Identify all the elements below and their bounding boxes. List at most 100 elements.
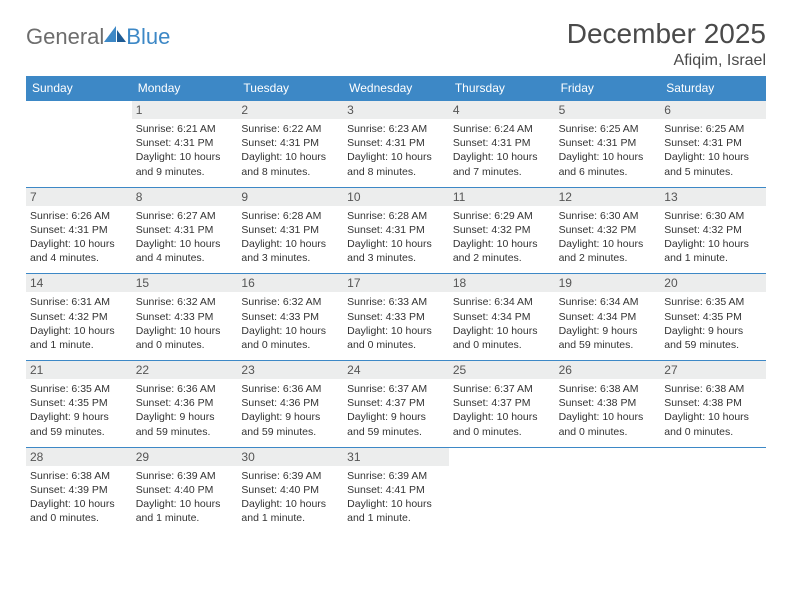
info-line: Daylight: 10 hours [136, 150, 234, 164]
info-line: Daylight: 10 hours [347, 497, 445, 511]
day-info: Sunrise: 6:36 AMSunset: 4:36 PMDaylight:… [136, 382, 234, 439]
day-number: 22 [132, 361, 238, 379]
info-line: Sunrise: 6:34 AM [453, 295, 551, 309]
info-line: and 59 minutes. [664, 338, 762, 352]
info-line: Daylight: 9 hours [347, 410, 445, 424]
calendar-cell: 14 Sunrise: 6:31 AMSunset: 4:32 PMDayligh… [26, 273, 132, 360]
info-line: Daylight: 10 hours [453, 150, 551, 164]
day-number: 16 [237, 274, 343, 292]
calendar-cell: 11Sunrise: 6:29 AMSunset: 4:32 PMDayligh… [449, 187, 555, 274]
day-number: 29 [132, 448, 238, 466]
day-info: Sunrise: 6:31 AMSunset: 4:32 PMDaylight:… [30, 295, 128, 352]
info-line: Sunset: 4:36 PM [241, 396, 339, 410]
info-line: Sunset: 4:31 PM [30, 223, 128, 237]
info-line: and 0 minutes. [347, 338, 445, 352]
day-number: 17 [343, 274, 449, 292]
info-line: and 0 minutes. [30, 511, 128, 525]
info-line: Sunrise: 6:37 AM [453, 382, 551, 396]
info-line: Daylight: 9 hours [559, 324, 657, 338]
info-line: and 1 minute. [30, 338, 128, 352]
day-number: 7 [26, 188, 132, 206]
info-line: Daylight: 10 hours [241, 497, 339, 511]
info-line: Sunset: 4:32 PM [559, 223, 657, 237]
day-info: Sunrise: 6:30 AMSunset: 4:32 PMDaylight:… [664, 209, 762, 266]
info-line: Sunrise: 6:38 AM [30, 469, 128, 483]
info-line: Sunrise: 6:24 AM [453, 122, 551, 136]
calendar-cell: 16Sunrise: 6:32 AMSunset: 4:33 PMDayligh… [237, 273, 343, 360]
day-info: Sunrise: 6:38 AMSunset: 4:38 PMDaylight:… [559, 382, 657, 439]
day-info: Sunrise: 6:25 AMSunset: 4:31 PMDaylight:… [664, 122, 762, 179]
calendar-cell: 28Sunrise: 6:38 AMSunset: 4:39 PMDayligh… [26, 447, 132, 534]
info-line: Sunrise: 6:22 AM [241, 122, 339, 136]
info-line: and 4 minutes. [136, 251, 234, 265]
day-info: Sunrise: 6:35 AMSunset: 4:35 PMDaylight:… [664, 295, 762, 352]
info-line: Daylight: 10 hours [30, 497, 128, 511]
info-line: Sunrise: 6:38 AM [664, 382, 762, 396]
info-line: and 1 minute. [664, 251, 762, 265]
info-line: and 8 minutes. [347, 165, 445, 179]
info-line: Sunrise: 6:28 AM [241, 209, 339, 223]
info-line: and 0 minutes. [453, 425, 551, 439]
day-number: 1 [132, 101, 238, 119]
info-line: Sunrise: 6:34 AM [559, 295, 657, 309]
info-line: and 0 minutes. [664, 425, 762, 439]
info-line: Sunset: 4:36 PM [136, 396, 234, 410]
day-header: Wednesday [343, 76, 449, 100]
day-number: 4 [449, 101, 555, 119]
calendar-cell [449, 447, 555, 534]
day-info: Sunrise: 6:37 AMSunset: 4:37 PMDaylight:… [347, 382, 445, 439]
logo: General Blue [26, 24, 170, 50]
info-line: Sunset: 4:33 PM [347, 310, 445, 324]
day-number: 6 [660, 101, 766, 119]
info-line: and 0 minutes. [453, 338, 551, 352]
page-title: December 2025 [567, 18, 766, 50]
info-line: and 59 minutes. [241, 425, 339, 439]
info-line: Sunset: 4:38 PM [559, 396, 657, 410]
info-line: Sunrise: 6:35 AM [664, 295, 762, 309]
info-line: Daylight: 10 hours [453, 410, 551, 424]
day-info: Sunrise: 6:22 AMSunset: 4:31 PMDaylight:… [241, 122, 339, 179]
info-line: and 59 minutes. [559, 338, 657, 352]
day-number: 18 [449, 274, 555, 292]
day-number: 19 [555, 274, 661, 292]
info-line: Sunrise: 6:39 AM [347, 469, 445, 483]
info-line: Sunrise: 6:29 AM [453, 209, 551, 223]
calendar-cell: 2 Sunrise: 6:22 AMSunset: 4:31 PMDaylight… [237, 100, 343, 187]
info-line: Sunset: 4:31 PM [664, 136, 762, 150]
info-line: Daylight: 10 hours [559, 410, 657, 424]
info-line: Daylight: 10 hours [453, 237, 551, 251]
header: General Blue December 2025 Afiqim, Israe… [26, 18, 766, 70]
info-line: Sunset: 4:31 PM [453, 136, 551, 150]
info-line: Sunset: 4:33 PM [136, 310, 234, 324]
calendar-cell: 19Sunrise: 6:34 AMSunset: 4:34 PMDayligh… [555, 273, 661, 360]
info-line: Daylight: 10 hours [347, 237, 445, 251]
day-number: 24 [343, 361, 449, 379]
info-line: Sunrise: 6:25 AM [664, 122, 762, 136]
info-line: Daylight: 10 hours [347, 324, 445, 338]
calendar-cell: 27Sunrise: 6:38 AMSunset: 4:38 PMDayligh… [660, 360, 766, 447]
info-line: Sunset: 4:38 PM [664, 396, 762, 410]
day-header: Tuesday [237, 76, 343, 100]
calendar-cell: 9Sunrise: 6:28 AMSunset: 4:31 PMDaylight… [237, 187, 343, 274]
info-line: Sunrise: 6:32 AM [136, 295, 234, 309]
info-line: Sunrise: 6:36 AM [136, 382, 234, 396]
info-line: Sunrise: 6:28 AM [347, 209, 445, 223]
day-number: 14 [26, 274, 132, 292]
calendar-cell: 15Sunrise: 6:32 AMSunset: 4:33 PMDayligh… [132, 273, 238, 360]
day-number: 5 [555, 101, 661, 119]
day-info: Sunrise: 6:29 AMSunset: 4:32 PMDaylight:… [453, 209, 551, 266]
day-number: 2 [237, 101, 343, 119]
info-line: Daylight: 10 hours [30, 237, 128, 251]
day-number: 8 [132, 188, 238, 206]
info-line: and 8 minutes. [241, 165, 339, 179]
day-info: Sunrise: 6:32 AMSunset: 4:33 PMDaylight:… [136, 295, 234, 352]
info-line: Sunset: 4:32 PM [664, 223, 762, 237]
calendar-cell: 8Sunrise: 6:27 AMSunset: 4:31 PMDaylight… [132, 187, 238, 274]
calendar-cell: 25Sunrise: 6:37 AMSunset: 4:37 PMDayligh… [449, 360, 555, 447]
day-info: Sunrise: 6:26 AMSunset: 4:31 PMDaylight:… [30, 209, 128, 266]
day-number: 31 [343, 448, 449, 466]
calendar-cell: 31Sunrise: 6:39 AMSunset: 4:41 PMDayligh… [343, 447, 449, 534]
day-info: Sunrise: 6:25 AMSunset: 4:31 PMDaylight:… [559, 122, 657, 179]
info-line: Sunset: 4:31 PM [559, 136, 657, 150]
info-line: Sunset: 4:32 PM [30, 310, 128, 324]
